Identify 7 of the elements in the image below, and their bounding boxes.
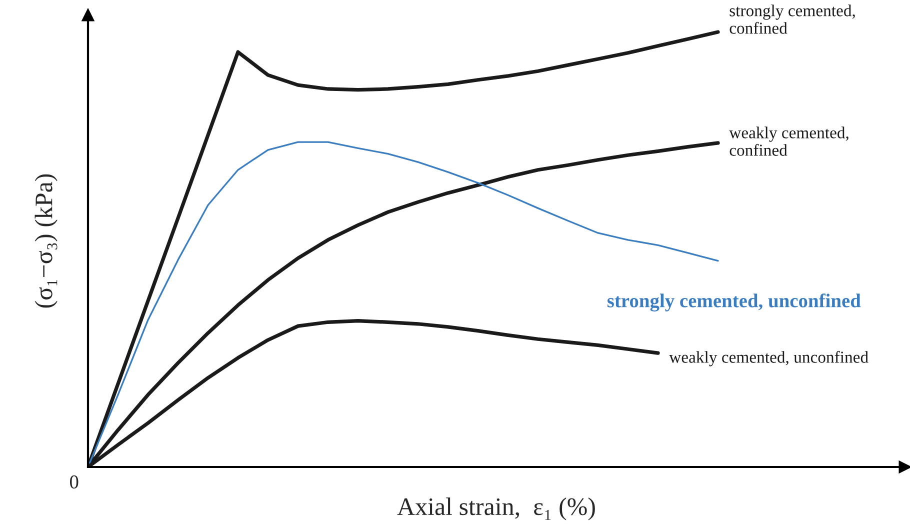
text: 0 xyxy=(70,475,78,489)
series-label: weakly cemented, confined xyxy=(729,126,848,156)
x-axis-title: Axial strain, ε₁ (%) xyxy=(397,498,595,520)
series-label: weakly cemented, unconfined xyxy=(669,350,868,366)
text: strongly cemented, unconfined xyxy=(607,293,861,312)
y-axis-title: (σ₁−σ₃) (kPa) xyxy=(34,174,58,308)
series-label: strongly cemented, confined xyxy=(730,4,855,34)
